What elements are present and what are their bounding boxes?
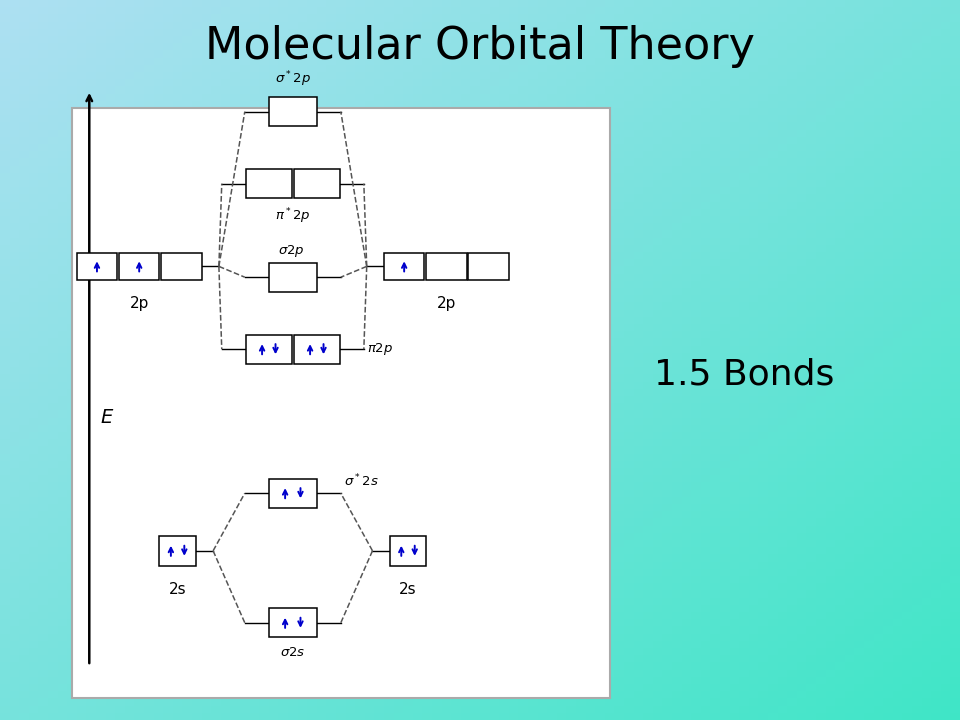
Bar: [246, 169, 292, 198]
Text: 2p: 2p: [130, 296, 149, 311]
Bar: [159, 536, 196, 566]
Bar: [390, 536, 426, 566]
Bar: [426, 253, 467, 280]
Bar: [294, 169, 340, 198]
Text: $\sigma2s$: $\sigma2s$: [280, 646, 305, 659]
Bar: [269, 608, 317, 637]
Bar: [119, 253, 159, 280]
Text: $\sigma^*2p$: $\sigma^*2p$: [275, 69, 311, 89]
Bar: [246, 335, 292, 364]
Text: Molecular Orbital Theory: Molecular Orbital Theory: [205, 25, 755, 68]
Text: $\pi^*2p$: $\pi^*2p$: [276, 207, 310, 226]
Bar: [384, 253, 424, 280]
Bar: [294, 335, 340, 364]
Text: 2s: 2s: [399, 582, 417, 597]
Text: $\sigma2p$: $\sigma2p$: [277, 243, 304, 259]
Bar: [269, 263, 317, 292]
Bar: [161, 253, 202, 280]
Text: E: E: [101, 408, 113, 427]
Bar: [468, 253, 509, 280]
Text: $\sigma^*2s$: $\sigma^*2s$: [344, 473, 378, 490]
Text: 2p: 2p: [437, 296, 456, 311]
Bar: [72, 108, 610, 698]
Text: 1.5 Bonds: 1.5 Bonds: [654, 357, 834, 392]
Bar: [77, 253, 117, 280]
Bar: [269, 479, 317, 508]
Bar: [269, 97, 317, 126]
Text: $\pi2p$: $\pi2p$: [367, 341, 393, 357]
Text: 2s: 2s: [169, 582, 186, 597]
